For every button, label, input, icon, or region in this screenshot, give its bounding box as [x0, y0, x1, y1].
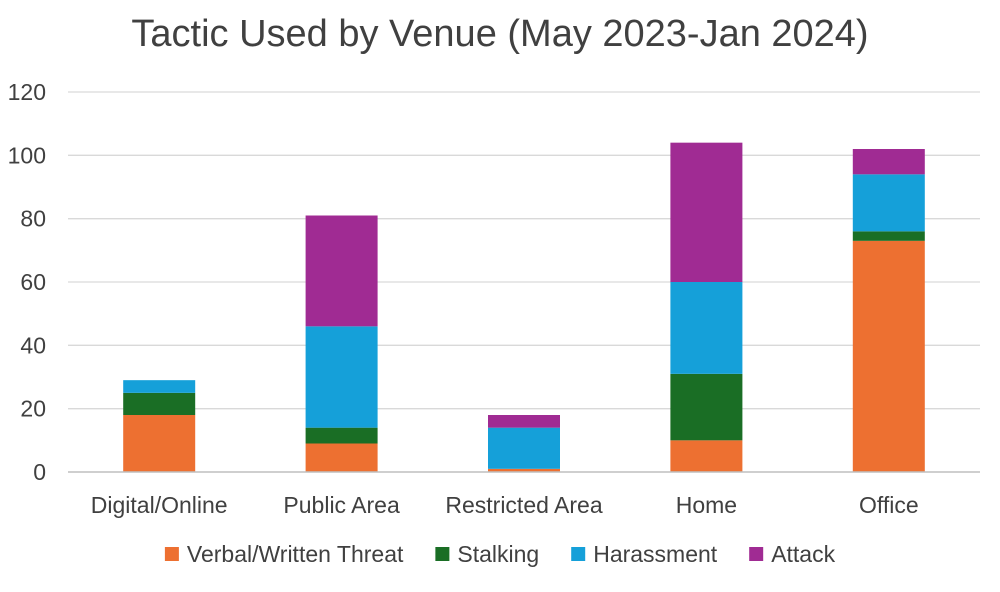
- bar-segment-verbal-written-threat-public-area: [305, 443, 378, 472]
- y-tick-label: 0: [33, 459, 46, 485]
- bar-segment-harassment-restricted-area: [488, 427, 560, 469]
- legend-swatch: [571, 547, 586, 561]
- legend-swatch: [164, 547, 179, 561]
- bars: [123, 142, 925, 472]
- bar-segment-verbal-written-threat-restricted-area: [488, 468, 560, 472]
- bar-segment-harassment-public-area: [305, 326, 378, 428]
- legend-label: Attack: [771, 541, 835, 567]
- bar-segment-harassment-digital-online: [123, 380, 196, 393]
- y-tick-label: 100: [8, 142, 46, 168]
- y-tick-label: 20: [20, 396, 46, 422]
- legend-swatch: [435, 547, 450, 561]
- bar-segment-attack-home: [670, 142, 743, 282]
- y-tick-label: 40: [20, 332, 46, 358]
- x-category-label: Restricted Area: [445, 492, 602, 518]
- x-axis-categories: Digital/Online Public Area Restricted Area…: [91, 492, 919, 518]
- bar-segment-attack-public-area: [305, 215, 378, 327]
- legend-label: Verbal/Written Threat: [187, 541, 404, 567]
- x-category-label: Public Area: [283, 492, 400, 518]
- bar-segment-attack-restricted-area: [488, 415, 560, 428]
- bar-segment-stalking-office: [852, 231, 925, 241]
- legend-swatch: [749, 547, 764, 561]
- legend-label: Stalking: [457, 541, 539, 567]
- bar-segment-verbal-written-threat-office: [852, 240, 925, 472]
- bar-segment-attack-office: [852, 149, 925, 175]
- bar-segment-stalking-public-area: [305, 427, 378, 444]
- x-category-label: Digital/Online: [91, 492, 228, 518]
- legend-label: Harassment: [593, 541, 718, 567]
- bar-segment-stalking-digital-online: [123, 392, 196, 415]
- y-tick-label: 80: [20, 206, 46, 232]
- chart-title: Tactic Used by Venue (May 2023-Jan 2024): [131, 13, 868, 55]
- legend: Verbal/Written Threat Stalking Harassment A…: [164, 541, 836, 567]
- bar-segment-stalking-home: [670, 373, 743, 441]
- bar-segment-harassment-office: [852, 174, 925, 232]
- bar-segment-verbal-written-threat-home: [670, 440, 743, 472]
- y-tick-label: 120: [8, 79, 46, 105]
- bar-segment-verbal-written-threat-digital-online: [123, 415, 196, 472]
- x-category-label: Home: [676, 492, 737, 518]
- bar-segment-harassment-home: [670, 282, 743, 374]
- y-tick-label: 60: [20, 269, 46, 295]
- x-category-label: Office: [859, 492, 919, 518]
- y-axis-ticks: 0 20 40 60 80 100 120: [8, 79, 46, 485]
- gridlines: [68, 91, 980, 410]
